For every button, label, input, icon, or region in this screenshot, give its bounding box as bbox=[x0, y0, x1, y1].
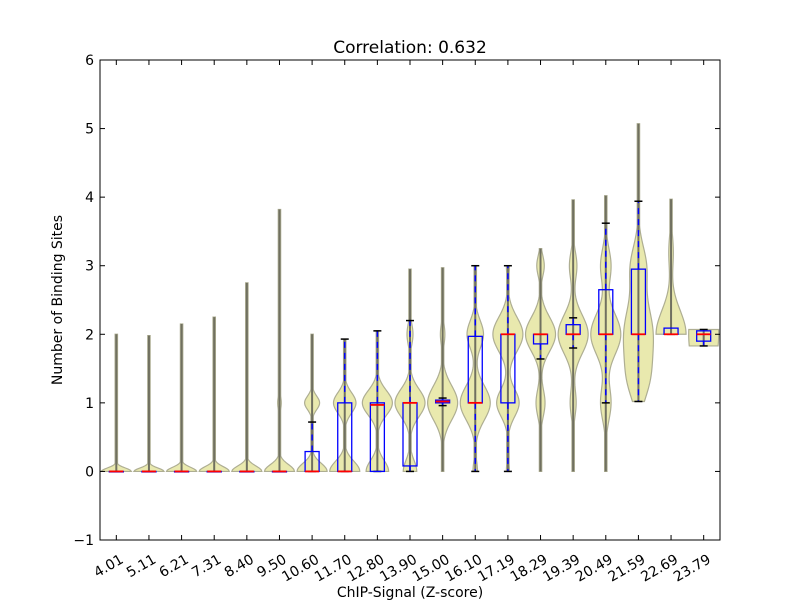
y-tick-label: −1 bbox=[73, 533, 94, 549]
x-tick-label: 4.01 bbox=[91, 552, 126, 581]
y-tick-label: 0 bbox=[85, 464, 94, 480]
box-23.79 bbox=[696, 330, 712, 342]
chart-title: Correlation: 0.632 bbox=[333, 38, 487, 58]
x-tick-label: 23.79 bbox=[671, 552, 714, 586]
y-tick-label: 3 bbox=[85, 259, 94, 275]
y-tick-label: 6 bbox=[85, 53, 94, 69]
x-tick-label: 7.31 bbox=[189, 552, 224, 581]
plot-area bbox=[100, 123, 720, 473]
box-12.80 bbox=[369, 402, 386, 473]
axes-frame bbox=[99, 59, 721, 541]
y-axis-label: Number of Binding Sites bbox=[50, 215, 66, 385]
y-tick-label: 1 bbox=[85, 396, 94, 412]
x-tick-label: 6.21 bbox=[157, 552, 192, 581]
y-tick-label: 5 bbox=[85, 122, 94, 138]
x-tick-label: 8.40 bbox=[222, 552, 257, 581]
y-tick-label: 4 bbox=[85, 190, 94, 206]
axis-ticks: 4.015.116.217.318.409.5010.6011.7012.801… bbox=[73, 53, 720, 586]
y-tick-label: 2 bbox=[85, 327, 94, 343]
x-axis-label: ChIP-Signal (Z-score) bbox=[337, 585, 483, 600]
x-tick-label: 5.11 bbox=[124, 552, 159, 581]
